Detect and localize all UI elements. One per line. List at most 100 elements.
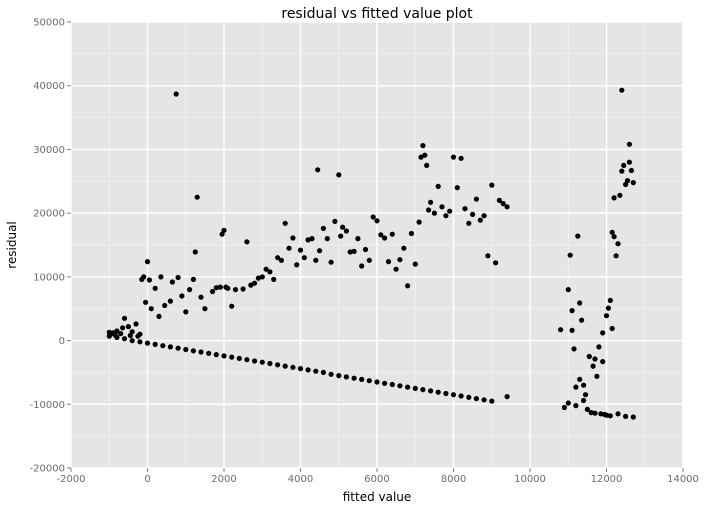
data-point xyxy=(317,248,323,254)
x-axis-title: fitted value xyxy=(343,490,412,504)
y-axis-title: residual xyxy=(5,221,19,269)
data-point xyxy=(156,313,162,319)
data-point xyxy=(213,352,219,358)
data-point xyxy=(504,204,510,210)
data-point xyxy=(586,353,592,360)
data-point xyxy=(569,308,575,314)
data-point xyxy=(609,325,615,332)
data-point xyxy=(158,274,164,280)
data-point xyxy=(561,404,568,411)
data-point xyxy=(374,218,380,224)
major-grid xyxy=(70,21,684,469)
x-tick-label: 10000 xyxy=(514,474,546,485)
data-point xyxy=(143,299,149,305)
y-tick-label: 30000 xyxy=(33,145,65,156)
data-point xyxy=(313,368,319,374)
data-point xyxy=(401,245,407,251)
data-point xyxy=(500,201,506,207)
data-point xyxy=(301,255,307,261)
data-point xyxy=(229,303,235,309)
data-point xyxy=(575,233,581,239)
data-point xyxy=(359,376,365,382)
data-point xyxy=(133,321,139,327)
y-axis-ticks: -20000 -10000 0 10000 20000 30000 40000 50000 xyxy=(30,18,71,475)
data-point xyxy=(581,397,587,404)
data-point xyxy=(571,346,577,352)
data-point xyxy=(567,252,573,258)
data-point xyxy=(190,276,196,282)
data-point xyxy=(294,262,300,268)
data-point xyxy=(343,374,349,380)
y-tick-label: 0 xyxy=(59,336,65,347)
data-point xyxy=(198,349,204,355)
data-point xyxy=(144,340,151,346)
data-point xyxy=(370,214,376,220)
data-point xyxy=(275,255,281,261)
data-point xyxy=(458,393,464,399)
data-point xyxy=(315,167,321,173)
data-point xyxy=(485,253,491,259)
x-tick-label: 6000 xyxy=(364,474,389,485)
chart-title: residual vs fitted value plot xyxy=(281,6,473,22)
data-point xyxy=(489,182,495,188)
data-point xyxy=(141,274,147,280)
data-point xyxy=(290,235,296,241)
data-point xyxy=(600,359,606,365)
data-point xyxy=(219,231,225,237)
data-point xyxy=(443,213,449,219)
data-point xyxy=(297,247,304,253)
x-tick-label: 4000 xyxy=(288,474,313,485)
data-point xyxy=(202,306,208,312)
data-point xyxy=(252,280,258,286)
data-point xyxy=(397,257,403,263)
data-point xyxy=(259,359,265,365)
data-point xyxy=(347,249,353,255)
data-point xyxy=(466,220,472,226)
data-point xyxy=(255,275,261,281)
data-point xyxy=(169,279,175,285)
data-point xyxy=(496,197,502,203)
data-point xyxy=(366,378,372,384)
data-point xyxy=(628,167,635,174)
data-point xyxy=(426,207,432,213)
data-point xyxy=(290,364,296,370)
data-point xyxy=(385,259,392,265)
data-point xyxy=(573,384,579,390)
data-point xyxy=(297,366,304,372)
data-point xyxy=(167,298,173,304)
data-point xyxy=(271,276,277,282)
data-point xyxy=(286,245,292,251)
data-point xyxy=(577,376,583,382)
data-point xyxy=(594,373,600,379)
data-point xyxy=(481,213,487,219)
data-point xyxy=(596,344,602,350)
data-point xyxy=(439,204,445,210)
data-point xyxy=(603,313,610,319)
data-point xyxy=(194,194,200,200)
data-point xyxy=(167,344,173,350)
data-point xyxy=(213,285,219,291)
data-point xyxy=(152,285,158,291)
data-point xyxy=(626,159,633,165)
data-point xyxy=(569,327,575,333)
data-point xyxy=(137,339,143,345)
data-point xyxy=(244,357,250,363)
data-point xyxy=(244,239,250,245)
data-point xyxy=(183,346,189,353)
data-point xyxy=(462,206,468,212)
data-point xyxy=(305,367,311,373)
data-point xyxy=(405,283,411,289)
data-point xyxy=(470,211,476,217)
data-point xyxy=(592,410,598,416)
data-point xyxy=(120,325,126,331)
data-point xyxy=(351,248,357,254)
data-point xyxy=(607,413,613,419)
data-point xyxy=(428,388,434,394)
data-point xyxy=(332,218,338,224)
data-point xyxy=(366,257,372,263)
data-point xyxy=(577,300,583,306)
data-point xyxy=(320,225,326,231)
data-point xyxy=(183,309,189,315)
data-point xyxy=(173,91,179,97)
